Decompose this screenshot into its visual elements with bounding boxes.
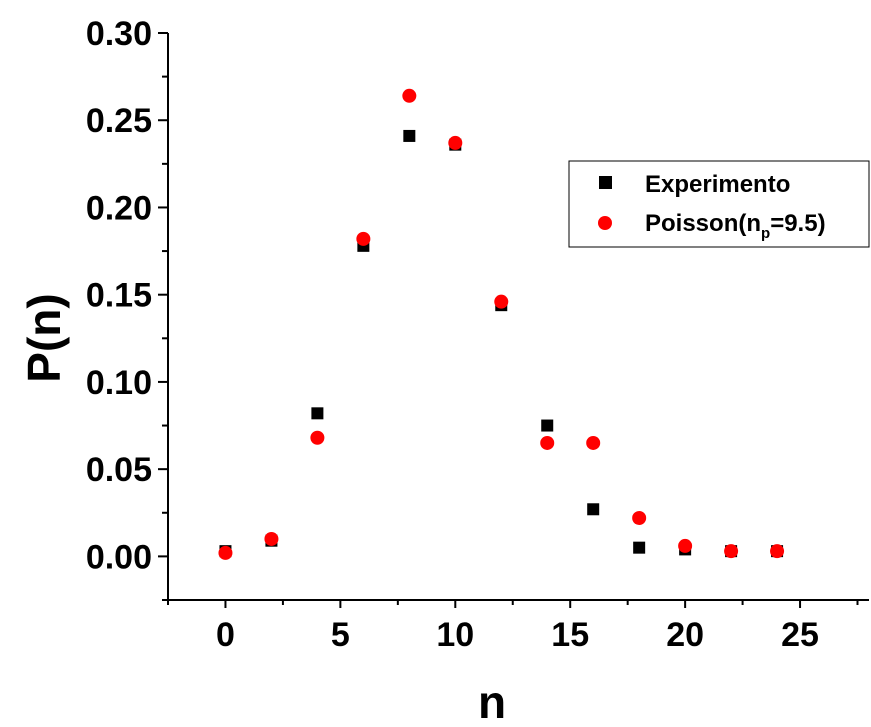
y-axis-ticks: 0.00 0.05 0.10 0.15 0.20 0.25 0.30 (86, 15, 168, 601)
data-point-circle (586, 435, 601, 450)
data-point-circle (632, 511, 647, 526)
x-axis-title: n (478, 676, 506, 727)
y-tick-label: 0.10 (86, 364, 152, 402)
legend-label-poisson: Poisson(np=9.5) (645, 210, 826, 242)
series-layer (218, 88, 785, 560)
y-tick-label: 0.05 (86, 451, 152, 489)
data-point-square (403, 129, 416, 142)
legend-marker-experimento (599, 176, 612, 189)
legend-label-experimento: Experimento (645, 171, 790, 198)
data-point-circle (218, 545, 233, 560)
x-axis-ticks: 0 5 10 15 20 25 (167, 600, 859, 654)
data-point-square (541, 419, 554, 432)
x-tick-label: 0 (216, 616, 235, 654)
data-point-circle (770, 544, 785, 559)
data-point-square (587, 503, 600, 516)
y-tick-label: 0.20 (86, 189, 152, 227)
x-tick-label: 5 (331, 616, 350, 654)
legend-box (568, 160, 870, 248)
data-point-circle (448, 135, 463, 150)
data-point-circle (724, 544, 739, 559)
data-point-circle (494, 294, 509, 309)
data-point-circle (678, 538, 693, 553)
data-point-circle (264, 531, 279, 546)
data-point-square (311, 407, 324, 420)
axes (167, 33, 869, 601)
data-point-square (633, 541, 646, 554)
x-tick-label: 20 (666, 616, 704, 654)
x-tick-label: 10 (436, 616, 474, 654)
legend-label-poisson-sub: p (761, 225, 770, 242)
x-tick-label: 25 (781, 616, 819, 654)
data-point-circle (402, 88, 417, 103)
data-point-circle (310, 430, 325, 445)
x-tick-label: 15 (551, 616, 589, 654)
series-poisson (218, 88, 785, 560)
y-tick-label: 0.30 (86, 15, 152, 53)
y-tick-label: 0.15 (86, 277, 152, 315)
y-tick-label: 0.25 (86, 102, 152, 140)
legend-label-poisson-main: Poisson(n (645, 210, 761, 237)
data-point-circle (540, 435, 555, 450)
legend: Experimento Poisson(np=9.5) (568, 160, 870, 248)
legend-marker-poisson (598, 216, 612, 230)
legend-label-poisson-suffix: =9.5) (770, 210, 825, 237)
data-point-circle (356, 231, 371, 246)
y-axis-title: P(n) (18, 293, 70, 382)
y-tick-label: 0.00 (86, 538, 152, 576)
